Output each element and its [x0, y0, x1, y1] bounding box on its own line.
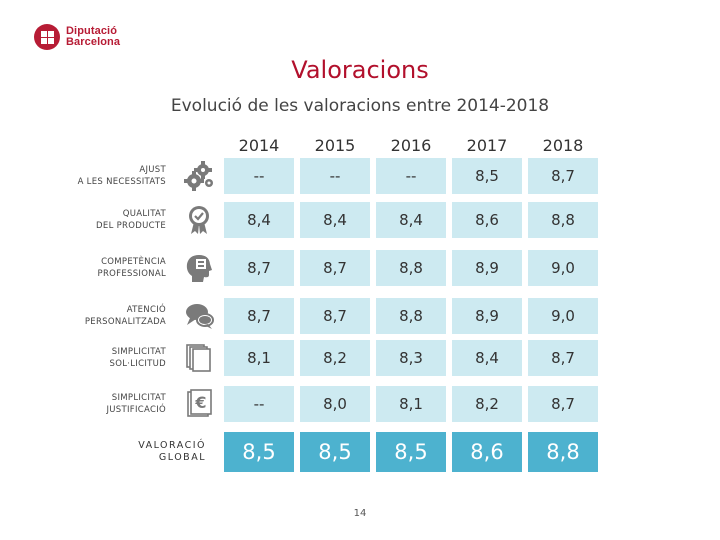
- rating-cell: --: [224, 158, 294, 194]
- rating-cell: 8,5: [452, 158, 522, 194]
- rating-cell: 8,7: [300, 298, 370, 334]
- rating-cell: 8,7: [300, 250, 370, 286]
- rating-cell: 8,7: [224, 298, 294, 334]
- head-brain-icon: [184, 253, 214, 283]
- global-rating-cell: 8,5: [300, 432, 370, 472]
- row-label-line-1: COMPETÈNCIA: [101, 257, 166, 267]
- gears-icon: [184, 161, 214, 191]
- global-rating-cell: 8,5: [224, 432, 294, 472]
- rating-cell: 8,7: [528, 386, 598, 422]
- row-label-6: SIMPLICITAT JUSTIFICACIÓ: [40, 392, 166, 416]
- row-label-5: SIMPLICITAT SOL·LICITUD: [40, 346, 166, 370]
- rating-cell: 8,1: [376, 386, 446, 422]
- year-header-2014: 2014: [238, 136, 280, 155]
- year-header-2015: 2015: [314, 136, 356, 155]
- row-label-4: ATENCIÓ PERSONALITZADA: [40, 304, 166, 328]
- rating-cell: 8,4: [376, 202, 446, 238]
- rating-cell: 8,4: [452, 340, 522, 376]
- year-header-2016: 2016: [390, 136, 432, 155]
- row-label-line-1: AJUST: [139, 165, 166, 175]
- global-rating-cell: 8,5: [376, 432, 446, 472]
- year-header-2018: 2018: [542, 136, 584, 155]
- speech-bubbles-icon: [184, 301, 214, 331]
- rating-cell: --: [300, 158, 370, 194]
- row-label-line-2: PERSONALITZADA: [84, 317, 166, 327]
- row-label-line-1: QUALITAT: [122, 209, 166, 219]
- row-label-line-2: DEL PRODUCTE: [96, 221, 166, 231]
- row-label-line-2: JUSTIFICACIÓ: [106, 405, 166, 415]
- row-label-line-1: SIMPLICITAT: [111, 393, 166, 403]
- euro-document-icon: €: [184, 389, 214, 419]
- logo-line-1: Diputació: [66, 25, 118, 37]
- global-rating-cell: 8,8: [528, 432, 598, 472]
- documents-icon: [184, 343, 214, 373]
- rating-cell: 8,7: [224, 250, 294, 286]
- rating-cell: 9,0: [528, 250, 598, 286]
- global-label-line-2: GLOBAL: [158, 452, 206, 463]
- row-label-line-2: PROFESSIONAL: [97, 269, 166, 279]
- global-row-label: VALORACIÓ GLOBAL: [40, 440, 206, 464]
- svg-text:€: €: [194, 393, 206, 412]
- row-label-line-2: A LES NECESSITATS: [77, 177, 166, 187]
- rating-cell: 8,0: [300, 386, 370, 422]
- page-number: 14: [353, 508, 367, 519]
- global-label-line-1: VALORACIÓ: [138, 440, 206, 451]
- rating-cell: 8,7: [528, 158, 598, 194]
- logo-mark-icon: [34, 24, 60, 50]
- rating-cell: --: [224, 386, 294, 422]
- rating-cell: 8,6: [452, 202, 522, 238]
- logo-text: Diputació Barcelona: [66, 26, 120, 48]
- global-rating-cell: 8,6: [452, 432, 522, 472]
- page-title: Valoracions: [291, 56, 429, 84]
- rating-cell: 8,9: [452, 250, 522, 286]
- row-label-line-2: SOL·LICITUD: [109, 359, 166, 369]
- rating-cell: 8,2: [300, 340, 370, 376]
- row-label-line-1: SIMPLICITAT: [111, 347, 166, 357]
- rating-cell: 8,8: [528, 202, 598, 238]
- row-label-line-1: ATENCIÓ: [126, 305, 166, 315]
- quality-badge-icon: [184, 205, 214, 235]
- rating-cell: --: [376, 158, 446, 194]
- row-label-3: COMPETÈNCIA PROFESSIONAL: [40, 256, 166, 280]
- rating-cell: 8,2: [452, 386, 522, 422]
- row-label-1: AJUST A LES NECESSITATS: [40, 164, 166, 188]
- page-subtitle: Evolució de les valoracions entre 2014-2…: [170, 96, 550, 116]
- rating-cell: 8,8: [376, 250, 446, 286]
- rating-cell: 9,0: [528, 298, 598, 334]
- year-header-2017: 2017: [466, 136, 508, 155]
- logo-line-2: Barcelona: [66, 36, 121, 48]
- rating-cell: 8,1: [224, 340, 294, 376]
- rating-cell: 8,4: [300, 202, 370, 238]
- row-label-2: QUALITAT DEL PRODUCTE: [40, 208, 166, 232]
- diputacio-logo: Diputació Barcelona: [34, 24, 120, 50]
- rating-cell: 8,7: [528, 340, 598, 376]
- rating-cell: 8,8: [376, 298, 446, 334]
- rating-cell: 8,3: [376, 340, 446, 376]
- rating-cell: 8,4: [224, 202, 294, 238]
- rating-cell: 8,9: [452, 298, 522, 334]
